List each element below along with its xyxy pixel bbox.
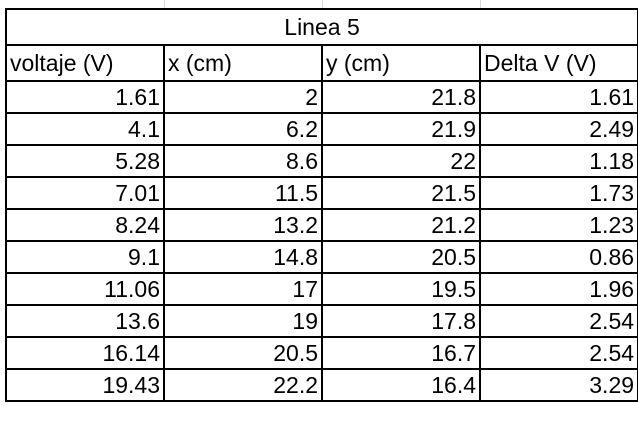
table-row: 1.61 2 21.8 1.61: [5, 80, 638, 114]
cell-x[interactable]: 2: [163, 80, 323, 114]
table-row: 13.6 19 17.8 2.54: [5, 304, 638, 338]
table-row: 16.14 20.5 16.7 2.54: [5, 336, 638, 370]
cell-x[interactable]: 8.6: [163, 144, 323, 178]
cell-y[interactable]: 20.5: [321, 240, 481, 274]
table-row: 19.43 22.2 16.4 3.29: [5, 368, 638, 402]
cell-delta-v[interactable]: 1.96: [478, 272, 638, 306]
cell-voltaje[interactable]: 19.43: [5, 368, 165, 402]
data-table: Linea 5 voltaje (V) x (cm) y (cm) Delta …: [4, 8, 638, 402]
cell-voltaje[interactable]: 13.6: [5, 304, 165, 338]
cell-y[interactable]: 21.9: [321, 112, 481, 146]
table-row: 7.01 11.5 21.5 1.73: [5, 176, 638, 210]
cell-voltaje[interactable]: 4.1: [5, 112, 165, 146]
cell-delta-v[interactable]: 1.61: [478, 80, 638, 114]
cell-delta-v[interactable]: 1.23: [478, 208, 638, 242]
cell-delta-v[interactable]: 2.54: [478, 336, 638, 370]
header-row: voltaje (V) x (cm) y (cm) Delta V (V): [5, 44, 638, 82]
cell-y[interactable]: 21.2: [321, 208, 481, 242]
header-delta-v[interactable]: Delta V (V): [478, 44, 638, 82]
cell-y[interactable]: 17.8: [321, 304, 481, 338]
cell-x[interactable]: 14.8: [163, 240, 323, 274]
cell-voltaje[interactable]: 1.61: [5, 80, 165, 114]
cell-x[interactable]: 13.2: [163, 208, 323, 242]
cell-y[interactable]: 16.7: [321, 336, 481, 370]
cell-voltaje[interactable]: 7.01: [5, 176, 165, 210]
table-row: 9.1 14.8 20.5 0.86: [5, 240, 638, 274]
cell-voltaje[interactable]: 8.24: [5, 208, 165, 242]
header-y[interactable]: y (cm): [321, 44, 481, 82]
cell-y[interactable]: 21.8: [321, 80, 481, 114]
cell-y[interactable]: 19.5: [321, 272, 481, 306]
table-row: 5.28 8.6 22 1.18: [5, 144, 638, 178]
title-row: Linea 5: [4, 8, 638, 46]
header-x[interactable]: x (cm): [163, 44, 323, 82]
cell-x[interactable]: 17: [163, 272, 323, 306]
table-row: 4.1 6.2 21.9 2.49: [5, 112, 638, 146]
cell-voltaje[interactable]: 5.28: [5, 144, 165, 178]
cell-voltaje[interactable]: 9.1: [5, 240, 165, 274]
cell-y[interactable]: 16.4: [321, 368, 481, 402]
cell-x[interactable]: 20.5: [163, 336, 323, 370]
table-title[interactable]: Linea 5: [4, 8, 638, 46]
cell-x[interactable]: 22.2: [163, 368, 323, 402]
cell-x[interactable]: 11.5: [163, 176, 323, 210]
cell-delta-v[interactable]: 1.18: [478, 144, 638, 178]
header-voltaje[interactable]: voltaje (V): [5, 44, 165, 82]
cell-delta-v[interactable]: 3.29: [478, 368, 638, 402]
cell-delta-v[interactable]: 0.86: [478, 240, 638, 274]
cell-y[interactable]: 22: [321, 144, 481, 178]
cell-x[interactable]: 6.2: [163, 112, 323, 146]
cell-delta-v[interactable]: 1.73: [478, 176, 638, 210]
gridline: [480, 0, 481, 8]
cell-voltaje[interactable]: 11.06: [5, 272, 165, 306]
cell-voltaje[interactable]: 16.14: [5, 336, 165, 370]
table-row: 11.06 17 19.5 1.96: [5, 272, 638, 306]
gridline: [322, 0, 323, 8]
cell-y[interactable]: 21.5: [321, 176, 481, 210]
gridline: [164, 0, 165, 8]
table-row: 8.24 13.2 21.2 1.23: [5, 208, 638, 242]
cell-x[interactable]: 19: [163, 304, 323, 338]
cell-delta-v[interactable]: 2.49: [478, 112, 638, 146]
cell-delta-v[interactable]: 2.54: [478, 304, 638, 338]
